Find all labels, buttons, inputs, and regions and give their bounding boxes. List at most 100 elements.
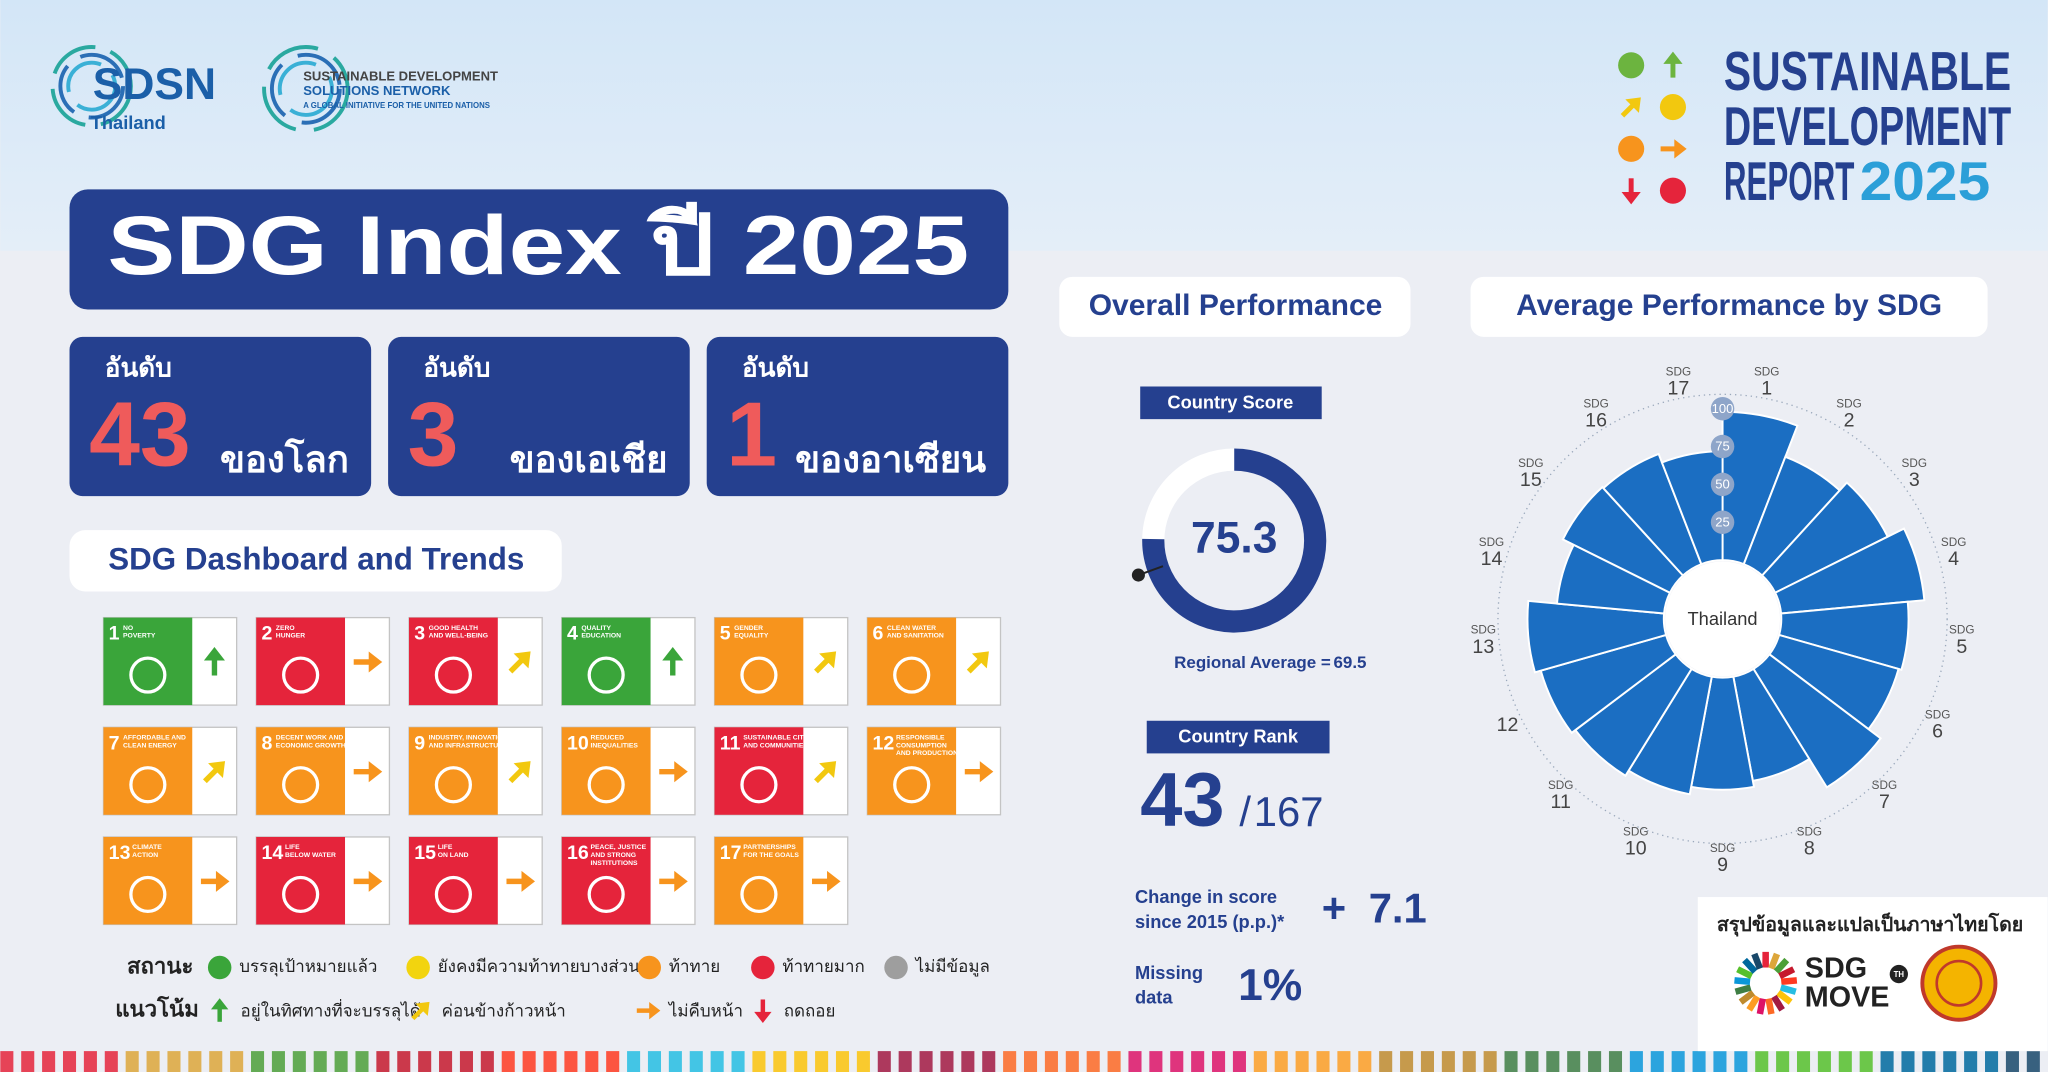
strip-square xyxy=(1483,1051,1497,1072)
goal-name: PARTNERSHIPS xyxy=(743,844,796,851)
y-tick-label: 25 xyxy=(1715,514,1730,529)
strip-square xyxy=(501,1051,515,1072)
goal-name: GOOD HEALTH xyxy=(429,625,479,632)
category-prefix: SDG xyxy=(1836,397,1861,410)
dashboard-title: SDG Dashboard and Trends xyxy=(108,542,524,577)
logo-network-line: A GLOBAL INITIATIVE FOR THE UNITED NATIO… xyxy=(303,101,490,110)
goal-name: AND INFRASTRUCTURE xyxy=(429,742,508,749)
strip-square xyxy=(209,1051,223,1072)
goal-icon xyxy=(893,766,931,804)
goal-name: HUNGER xyxy=(276,633,305,640)
rank-separator: / xyxy=(1239,788,1251,835)
strip-square xyxy=(647,1051,662,1072)
logo-dot xyxy=(1659,94,1687,121)
strip-square xyxy=(835,1051,850,1072)
category-label: 8 xyxy=(1804,838,1815,860)
goal-icon xyxy=(587,656,625,694)
rank-scope: ของอาเซียน xyxy=(795,439,986,480)
arrow-shaft xyxy=(814,766,831,784)
strip-square xyxy=(1650,1051,1664,1072)
strip-square xyxy=(794,1051,808,1072)
strip-square xyxy=(1462,1051,1476,1072)
strip-square xyxy=(1441,1051,1455,1072)
goal-icon xyxy=(740,656,778,694)
goal-name: AND SANITATION xyxy=(887,633,944,640)
goal-name: PEACE, JUSTICE xyxy=(590,844,646,851)
strip-square xyxy=(125,1051,139,1072)
trend-arrow xyxy=(508,651,531,674)
y-tick xyxy=(1710,396,1735,421)
goal-name: CLIMATE xyxy=(132,844,162,851)
goal-name: CLEAN ENERGY xyxy=(123,742,177,749)
legend-label: ท้าทายมาก xyxy=(782,957,864,976)
category-prefix: SDG xyxy=(1666,365,1691,378)
polar-bar xyxy=(1539,633,1678,735)
goal-number: 16 xyxy=(567,842,589,864)
strip-square xyxy=(1295,1051,1309,1072)
goal-name: FOR THE GOALS xyxy=(743,852,799,859)
arrow-head xyxy=(368,870,383,892)
y-tick-label: 75 xyxy=(1715,439,1730,454)
strip-square xyxy=(1567,1051,1581,1072)
logo-ray xyxy=(1756,998,1766,1015)
rank-label: อันดับ xyxy=(423,352,490,382)
y-tick-label: 50 xyxy=(1715,477,1730,492)
goal-number: 7 xyxy=(109,732,120,754)
arrow-head xyxy=(674,870,688,892)
arrow-head xyxy=(203,646,225,661)
goal-name: QUALITY xyxy=(581,625,611,632)
goal-name: ON LAND xyxy=(438,852,469,859)
strip-square xyxy=(1776,1051,1790,1072)
missing-label: Missing xyxy=(1135,962,1203,983)
strip-square xyxy=(1922,1051,1936,1072)
strip-square xyxy=(1629,1051,1643,1072)
strip-square xyxy=(898,1051,912,1072)
goal-name: INSTITUTIONS xyxy=(590,860,637,867)
strip-square xyxy=(1692,1051,1706,1072)
strip-square xyxy=(1149,1051,1163,1072)
trend-arrow xyxy=(203,646,225,676)
polar-bar xyxy=(1602,452,1703,577)
arrow-head xyxy=(827,870,841,892)
polar-bar xyxy=(1773,527,1926,615)
strip-square xyxy=(1065,1051,1079,1072)
arrow-head xyxy=(513,761,531,779)
goal-name: SUSTAINABLE CITIES xyxy=(743,735,815,742)
strip-square xyxy=(1003,1051,1017,1072)
goal-icon xyxy=(129,875,167,914)
strip-square xyxy=(961,1051,975,1072)
trend-arrow xyxy=(353,651,383,673)
arrow-head xyxy=(208,761,226,779)
goal-name: AND STRONG xyxy=(590,852,635,859)
score-value: 75.3 xyxy=(1191,513,1277,562)
goal-number: 12 xyxy=(873,732,895,754)
goal-icon xyxy=(129,656,167,694)
logo-ray xyxy=(1746,994,1761,1012)
arrow-head xyxy=(215,870,230,892)
section-title: Overall Performance xyxy=(1089,289,1383,322)
trend-arrow xyxy=(1660,139,1687,159)
arrow-head xyxy=(662,646,684,661)
strip-square xyxy=(104,1051,118,1072)
category-prefix: SDG xyxy=(1872,779,1897,792)
category-label: 7 xyxy=(1879,791,1890,813)
arrow-head xyxy=(521,870,536,892)
category-prefix: SDG xyxy=(1710,842,1735,855)
strip-square xyxy=(459,1051,473,1072)
arrow-head xyxy=(649,1001,661,1020)
strip-square xyxy=(564,1051,578,1072)
outer-ring xyxy=(1497,393,1948,845)
goal-name: GENDER xyxy=(734,625,763,632)
category-prefix: SDG xyxy=(1949,624,1974,637)
goal-number: 13 xyxy=(109,842,131,864)
score-label: Country Score xyxy=(1167,391,1293,412)
strip-square xyxy=(1379,1051,1393,1072)
arrow-head xyxy=(979,761,994,783)
arrow-head xyxy=(1674,139,1687,159)
partner-name: MOVE xyxy=(1805,981,1890,1013)
trend-arrow xyxy=(353,870,383,892)
goal-name: AND PRODUCTION xyxy=(896,750,958,757)
logo-ray xyxy=(1776,990,1793,1005)
logo-sdsn: SDSN xyxy=(93,60,216,109)
